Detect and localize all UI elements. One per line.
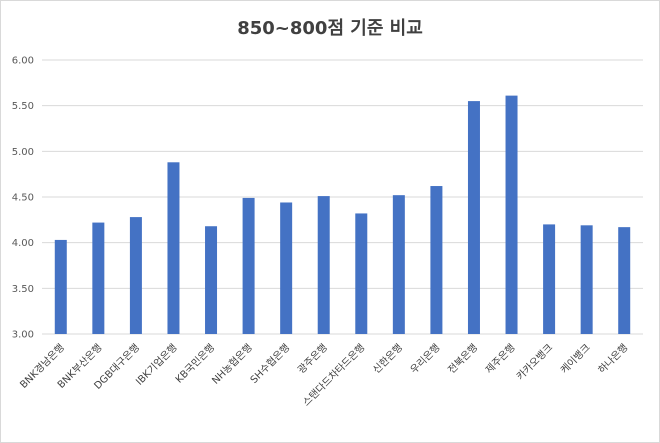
bar	[580, 225, 593, 334]
y-tick-label: 4.00	[12, 238, 34, 249]
bar	[167, 162, 180, 334]
bar	[392, 195, 405, 334]
x-category-label: 전북은행	[446, 342, 481, 377]
y-tick-label: 4.50	[12, 193, 34, 204]
y-tick-label: 5.00	[12, 147, 34, 158]
bar	[430, 186, 443, 334]
bar	[467, 101, 480, 334]
x-category-label: 스탠다드차타드은행	[300, 342, 367, 409]
x-category-label: 케이뱅크	[558, 342, 593, 377]
bar	[618, 227, 631, 334]
x-category-label: 우리은행	[408, 342, 443, 377]
bar	[280, 202, 293, 334]
chart-title: 850~800점 기준 비교	[237, 18, 423, 39]
bar	[242, 197, 255, 334]
x-category-label: NH농협은행	[209, 341, 255, 387]
bar	[54, 239, 67, 334]
y-tick-label: 5.50	[12, 101, 34, 112]
x-category-label: SH수협은행	[247, 341, 292, 386]
bar	[317, 196, 330, 334]
x-category-label: 신한은행	[370, 342, 405, 377]
x-category-label: 하나은행	[595, 341, 630, 376]
bar	[543, 224, 556, 334]
bar	[92, 222, 105, 334]
x-category-label: 카카오뱅크	[514, 342, 555, 383]
y-tick-label: 3.00	[12, 330, 34, 341]
x-category-label: 제주은행	[483, 342, 518, 377]
y-tick-label: 3.50	[12, 284, 34, 295]
bar	[129, 217, 142, 334]
y-tick-label: 6.00	[12, 56, 34, 67]
bar	[205, 226, 218, 334]
bar	[355, 213, 368, 334]
bar	[505, 95, 518, 335]
x-category-label: 광주은행	[295, 342, 330, 377]
